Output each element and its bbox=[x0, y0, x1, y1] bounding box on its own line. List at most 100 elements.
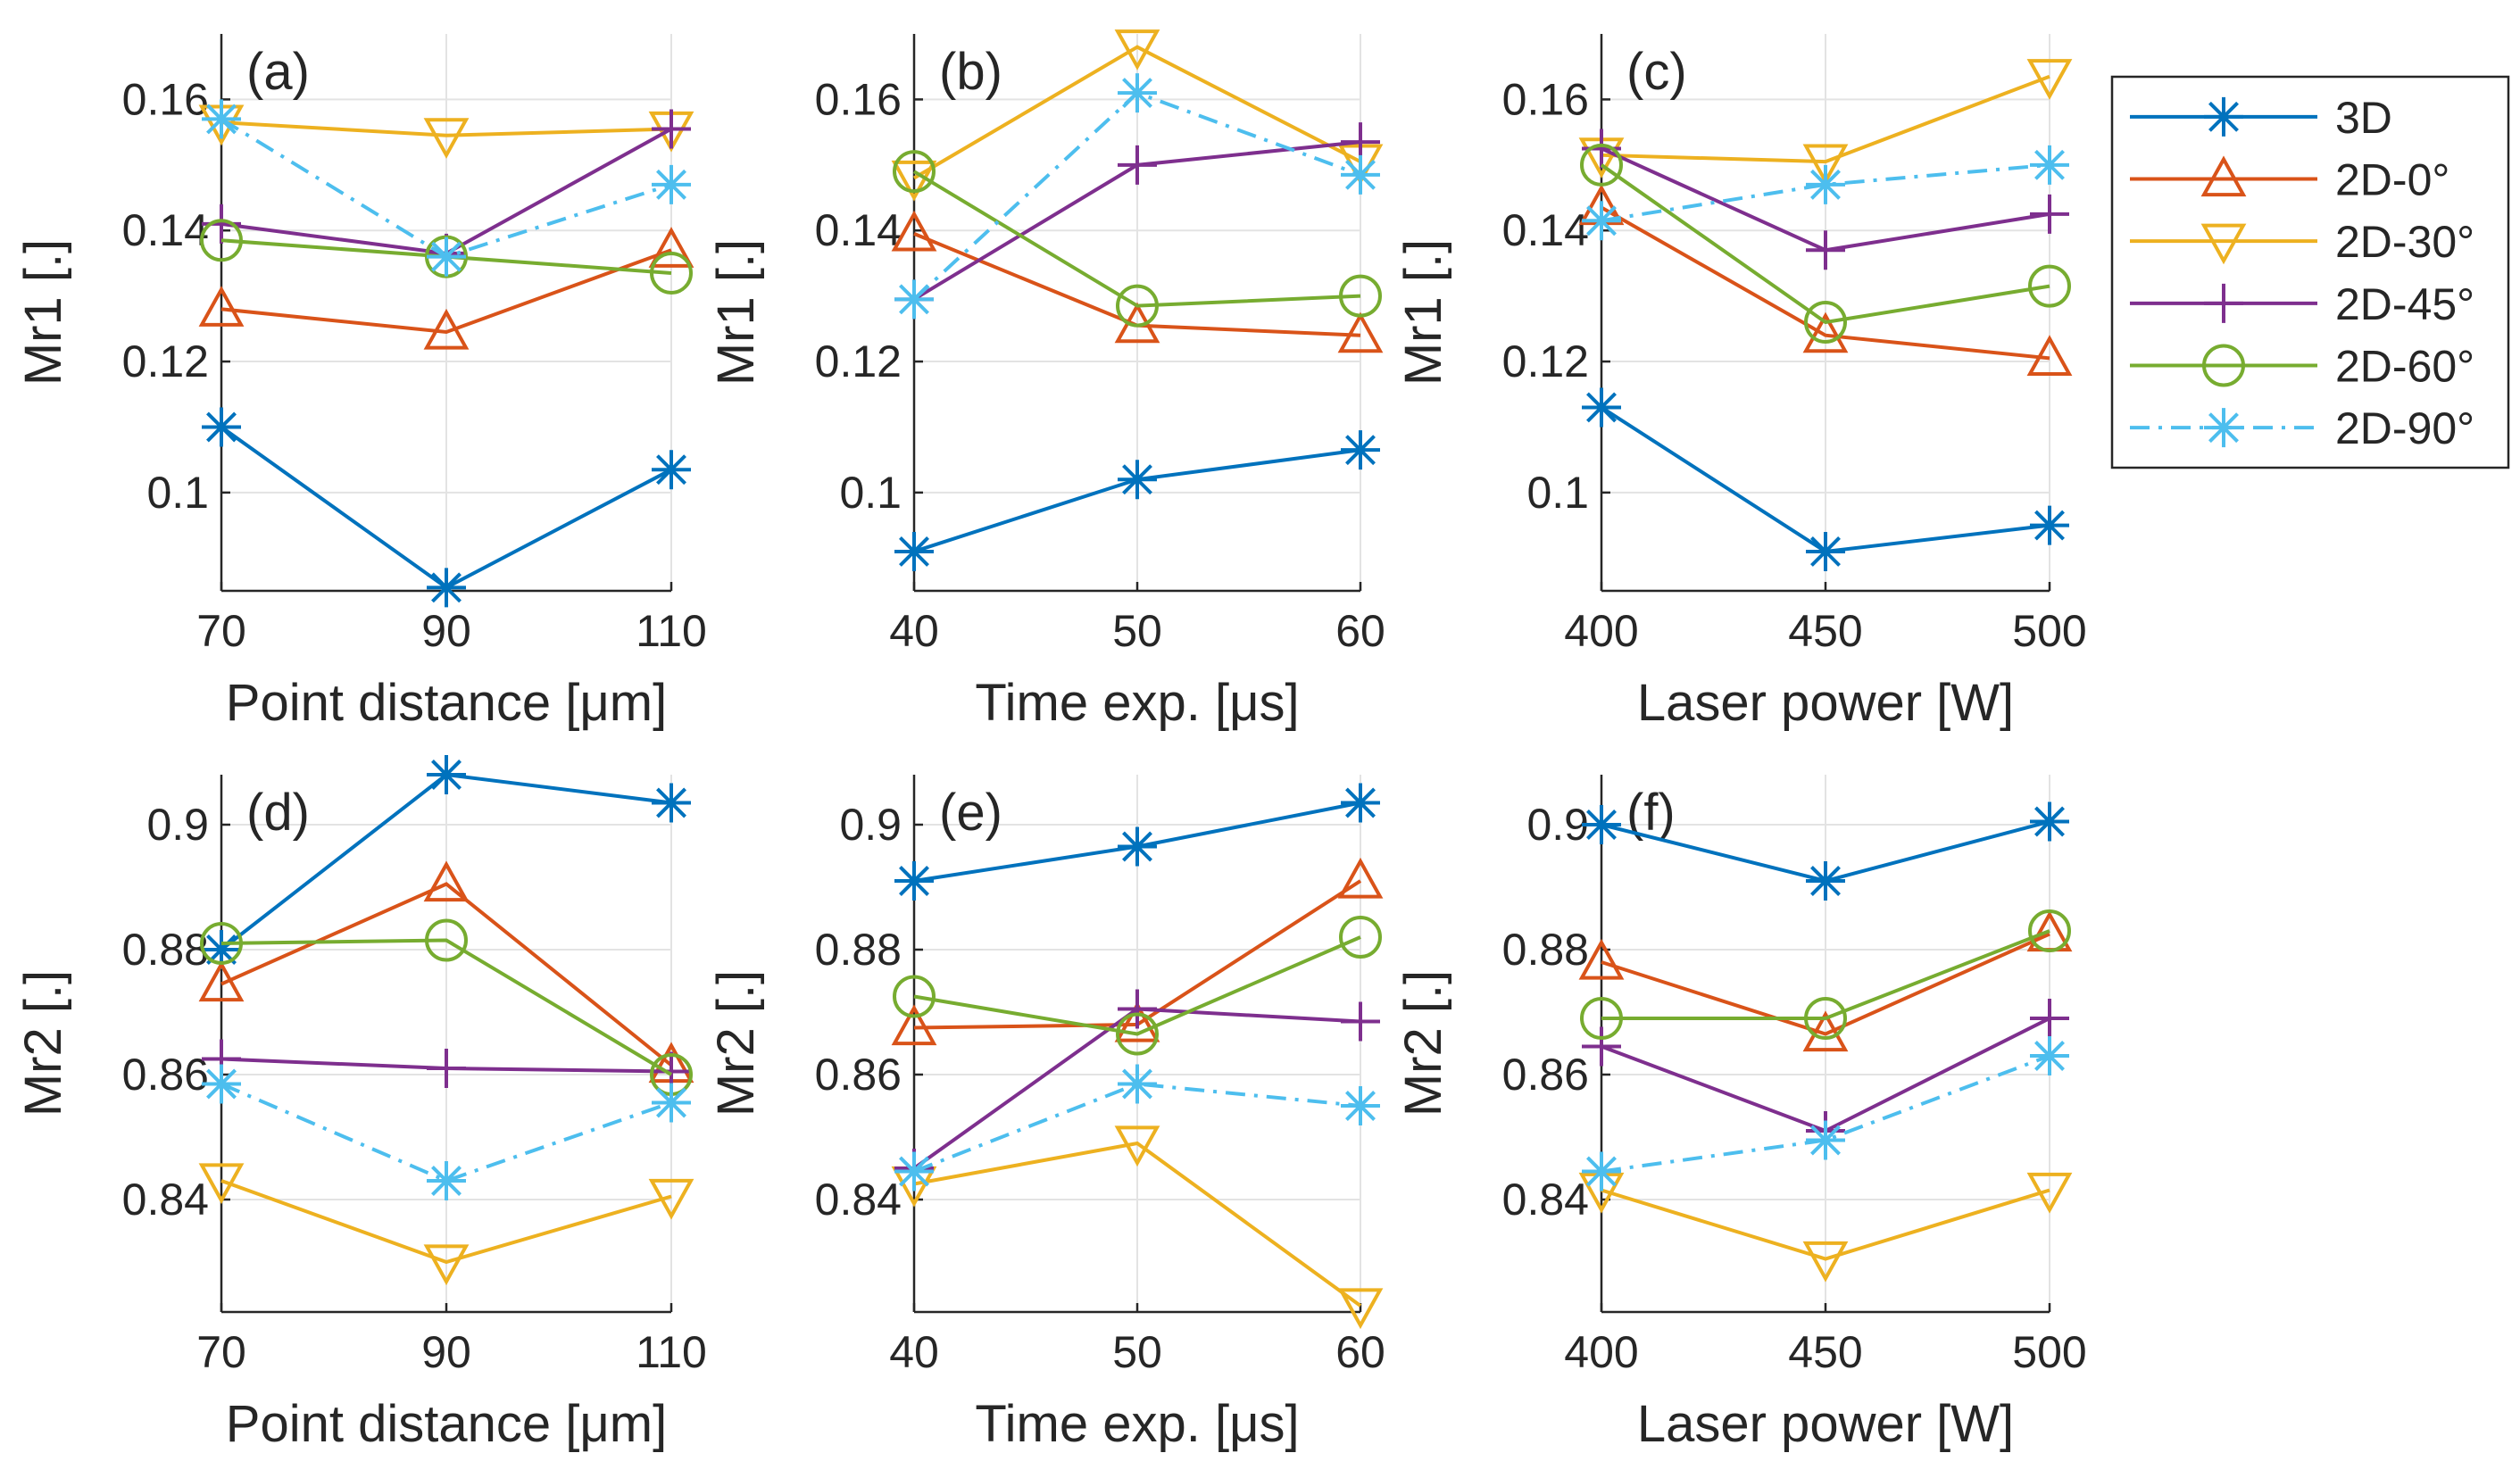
data-point bbox=[1118, 1064, 1157, 1104]
data-point bbox=[1802, 1010, 1849, 1052]
x-tick-label: 90 bbox=[421, 606, 471, 656]
series-line bbox=[1601, 1054, 2050, 1174]
data-point bbox=[652, 1083, 691, 1123]
y-tick-label: 0.12 bbox=[1502, 336, 1589, 386]
y-tick-label: 0.14 bbox=[1502, 205, 1589, 255]
data-point bbox=[1806, 164, 1845, 204]
legend-marker bbox=[2204, 96, 2243, 137]
x-tick-label: 40 bbox=[889, 1327, 939, 1377]
series-3D bbox=[202, 755, 691, 969]
y-axis-label: Mr1 [.] bbox=[707, 239, 765, 386]
data-point bbox=[652, 450, 691, 490]
data-point bbox=[423, 860, 470, 902]
data-point bbox=[2030, 145, 2069, 185]
data-point bbox=[1582, 1151, 1621, 1192]
data-point bbox=[1580, 143, 1623, 187]
x-axis-label: Point distance [μm] bbox=[226, 1395, 667, 1453]
data-point bbox=[1806, 230, 1845, 270]
y-tick-label: 0.12 bbox=[122, 336, 209, 386]
y-tick-label: 0.9 bbox=[839, 800, 902, 850]
legend-label: 2D-90° bbox=[2335, 403, 2474, 453]
data-point bbox=[1339, 916, 1382, 959]
data-point bbox=[894, 531, 934, 571]
y-tick-label: 0.1 bbox=[1526, 468, 1589, 518]
panel-f: 400 450 500 0.84 0.86 0.88 0.9 Laser power [W] M… bbox=[1394, 775, 2087, 1453]
data-point bbox=[1118, 73, 1157, 113]
data-point bbox=[891, 1004, 937, 1046]
data-point bbox=[2026, 1172, 2073, 1214]
legend-label: 2D-60° bbox=[2335, 342, 2474, 392]
x-tick-label: 450 bbox=[1788, 606, 1862, 656]
y-tick-label: 0.14 bbox=[815, 205, 902, 255]
data-point bbox=[1114, 29, 1160, 71]
x-tick-label: 70 bbox=[196, 1327, 246, 1377]
series-line bbox=[913, 1141, 1362, 1308]
series-3D bbox=[202, 407, 691, 608]
data-point bbox=[1118, 989, 1157, 1029]
data-point bbox=[648, 227, 694, 268]
x-tick-label: 500 bbox=[2012, 1327, 2086, 1377]
x-tick-label: 400 bbox=[1564, 606, 1638, 656]
x-tick-label: 60 bbox=[1335, 606, 1385, 656]
y-tick-label: 0.1 bbox=[146, 468, 209, 518]
data-point bbox=[1578, 938, 1625, 980]
legend: 3D 2D-0° 2D-30° 2D-45° 2D-60° 2D-90° bbox=[2110, 75, 2510, 469]
series-3D bbox=[1582, 387, 2069, 571]
x-axis-label: Laser power [W] bbox=[1637, 1395, 2014, 1453]
series-2D-0° bbox=[198, 227, 694, 350]
data-point bbox=[1118, 826, 1157, 867]
series-line bbox=[220, 1179, 672, 1265]
y-tick-label: 0.86 bbox=[815, 1050, 902, 1100]
y-axis-label: Mr2 [.] bbox=[1394, 970, 1452, 1117]
data-point bbox=[2026, 335, 2073, 376]
data-point bbox=[1341, 122, 1380, 162]
data-point bbox=[425, 918, 468, 962]
data-point bbox=[2030, 999, 2069, 1038]
series-2D-60° bbox=[1580, 909, 2071, 1040]
series-line bbox=[220, 248, 672, 335]
series-line bbox=[1601, 929, 2050, 1020]
x-tick-label: 50 bbox=[1112, 1327, 1162, 1377]
panel-e: 40 50 60 0.84 0.86 0.88 0.9 Time exp. [μs] Mr2 [… bbox=[707, 775, 1385, 1453]
series-2D-90° bbox=[1582, 1036, 2069, 1192]
series-2D-60° bbox=[893, 150, 1382, 328]
data-point bbox=[1806, 1120, 1845, 1160]
data-point bbox=[1114, 1001, 1160, 1042]
x-axis-label: Time exp. [μs] bbox=[975, 674, 1299, 732]
series-line bbox=[913, 1082, 1361, 1174]
data-point bbox=[1341, 1086, 1380, 1125]
series-line bbox=[913, 935, 1361, 1036]
data-point bbox=[202, 99, 241, 139]
data-point bbox=[427, 237, 466, 277]
data-point bbox=[1802, 311, 1849, 353]
data-point bbox=[423, 118, 470, 159]
x-tick-label: 110 bbox=[636, 606, 707, 656]
x-axis-label: Laser power [W] bbox=[1637, 674, 2014, 732]
series-2D-90° bbox=[894, 1064, 1380, 1192]
data-point bbox=[1337, 857, 1384, 899]
legend-marker bbox=[2200, 223, 2247, 265]
legend-label: 2D-30° bbox=[2335, 217, 2474, 267]
data-point bbox=[891, 160, 937, 202]
panel-label: (d) bbox=[246, 784, 310, 842]
series-2D-30° bbox=[1578, 59, 2073, 186]
data-point bbox=[1804, 301, 1847, 345]
data-point bbox=[2028, 264, 2071, 308]
legend-entry: 2D-45° bbox=[2130, 279, 2474, 329]
data-point bbox=[200, 219, 243, 262]
data-point bbox=[648, 1178, 694, 1220]
x-tick-label: 60 bbox=[1335, 1327, 1385, 1377]
data-point bbox=[1582, 805, 1621, 844]
data-point bbox=[1118, 145, 1157, 185]
legend-marker bbox=[2202, 344, 2245, 387]
data-point bbox=[1116, 1012, 1159, 1056]
data-point bbox=[2026, 59, 2073, 100]
series-3D bbox=[1582, 801, 2069, 901]
series-3D bbox=[894, 783, 1380, 901]
data-point bbox=[427, 1161, 466, 1200]
x-tick-label: 500 bbox=[2012, 606, 2086, 656]
data-point bbox=[2030, 505, 2069, 545]
data-point bbox=[1341, 154, 1380, 195]
data-point bbox=[652, 164, 691, 204]
series-2D-90° bbox=[202, 99, 691, 277]
